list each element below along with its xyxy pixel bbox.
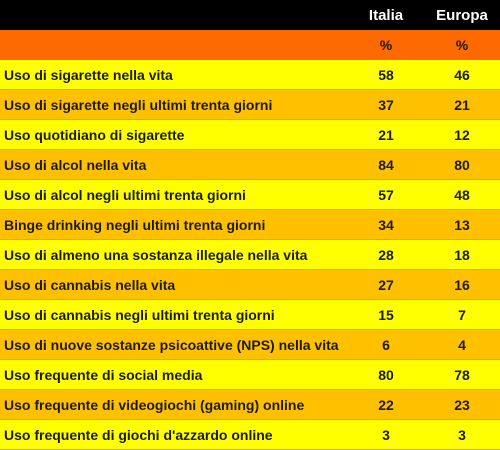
row-label: Uso frequente di giochi d'azzardo online (4, 426, 273, 443)
row-europa-value: 16 (454, 276, 470, 293)
row-italia-value: 80 (378, 366, 394, 383)
table-row: Uso di almeno una sostanza illegale nell… (0, 240, 500, 270)
row-label: Uso quotidiano di sigarette (4, 126, 185, 143)
row-italia-value: 84 (378, 156, 394, 173)
units-europa: % (455, 37, 469, 53)
table-row: Uso di alcol nella vita 84 80 (0, 150, 500, 180)
row-italia-value: 15 (378, 306, 394, 323)
row-europa-value: 23 (454, 396, 470, 413)
table-row: Uso frequente di social media 80 78 (0, 360, 500, 390)
row-label: Binge drinking negli ultimi trenta giorn… (4, 216, 266, 233)
row-europa-value: 78 (454, 366, 470, 383)
row-europa-value: 46 (454, 66, 470, 83)
row-europa-value: 7 (458, 306, 466, 323)
row-label: Uso frequente di videogiochi (gaming) on… (4, 396, 305, 413)
row-italia-value: 58 (378, 66, 394, 83)
table-row: Uso frequente di giochi d'azzardo online… (0, 420, 500, 450)
table-units-row: % % (0, 30, 500, 60)
units-italia: % (379, 37, 393, 53)
row-label: Uso di alcol nella vita (4, 156, 147, 173)
table-row: Binge drinking negli ultimi trenta giorn… (0, 210, 500, 240)
table-row: Uso di alcol negli ultimi trenta giorni … (0, 180, 500, 210)
row-label: Uso di alcol negli ultimi trenta giorni (4, 186, 246, 203)
row-italia-value: 27 (378, 276, 394, 293)
table-row: Uso di sigarette nella vita 58 46 (0, 60, 500, 90)
table-row: Uso di nuove sostanze psicoattive (NPS) … (0, 330, 500, 360)
row-italia-value: 22 (378, 396, 394, 413)
row-italia-value: 57 (378, 186, 394, 203)
table-row: Uso frequente di videogiochi (gaming) on… (0, 390, 500, 420)
row-europa-value: 12 (454, 126, 470, 143)
header-italia: Italia (368, 6, 404, 24)
row-italia-value: 37 (378, 96, 394, 113)
row-label: Uso di sigarette negli ultimi trenta gio… (4, 96, 273, 113)
row-label: Uso di sigarette nella vita (4, 66, 173, 83)
row-europa-value: 13 (454, 216, 470, 233)
row-label: Uso di cannabis nella vita (4, 276, 176, 293)
row-label: Uso di nuove sostanze psicoattive (NPS) … (4, 336, 339, 353)
table-row: Uso quotidiano di sigarette 21 12 (0, 120, 500, 150)
row-europa-value: 80 (454, 156, 470, 173)
row-italia-value: 3 (382, 426, 390, 443)
row-label: Uso di almeno una sostanza illegale nell… (4, 246, 308, 263)
row-italia-value: 28 (378, 246, 394, 263)
row-europa-value: 48 (454, 186, 470, 203)
row-label: Uso di cannabis negli ultimi trenta gior… (4, 306, 275, 323)
table-header-row: Italia Europa (0, 0, 500, 30)
row-europa-value: 21 (454, 96, 470, 113)
row-europa-value: 3 (458, 426, 466, 443)
table-row: Uso di cannabis negli ultimi trenta gior… (0, 300, 500, 330)
row-europa-value: 18 (454, 246, 470, 263)
table-row: Uso di cannabis nella vita 27 16 (0, 270, 500, 300)
row-italia-value: 34 (378, 216, 394, 233)
row-italia-value: 21 (378, 126, 394, 143)
header-europa: Europa (436, 6, 488, 24)
row-italia-value: 6 (382, 336, 390, 353)
table-row: Uso di sigarette negli ultimi trenta gio… (0, 90, 500, 120)
row-label: Uso frequente di social media (4, 366, 203, 383)
row-europa-value: 4 (458, 336, 466, 353)
